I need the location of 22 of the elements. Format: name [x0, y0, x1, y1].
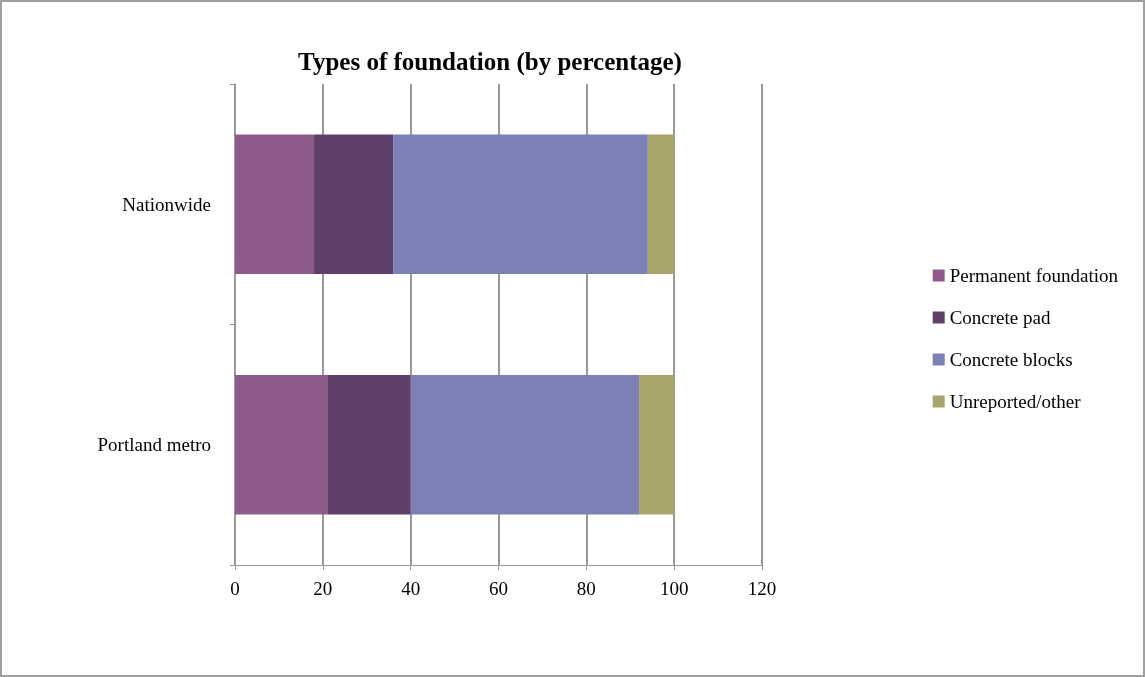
- x-tick-label: 120: [747, 578, 777, 599]
- legend-label: Unreported/other: [949, 391, 1082, 412]
- bar: [647, 134, 675, 274]
- bar: [639, 375, 675, 515]
- x-tick-label: 80: [576, 578, 596, 599]
- bar: [235, 134, 315, 274]
- x-tick-label: 0: [230, 578, 240, 599]
- x-tick-label: 100: [659, 578, 689, 599]
- bar: [393, 134, 648, 274]
- x-tick-label: 60: [489, 578, 508, 599]
- bar: [314, 134, 394, 274]
- bar: [235, 375, 328, 515]
- chart-title: Types of foundation (by percentage): [298, 48, 682, 76]
- bar: [410, 375, 640, 515]
- legend-label: Permanent foundation: [949, 265, 1119, 286]
- legend-label: Concrete pad: [949, 307, 1051, 328]
- bar: [327, 375, 411, 515]
- y-tick-label: Nationwide: [122, 193, 211, 215]
- x-tick-label: 40: [401, 578, 421, 599]
- y-tick-label: Portland metro: [97, 434, 211, 456]
- legend-label: Concrete blocks: [949, 349, 1073, 370]
- x-tick-label: 20: [313, 578, 333, 599]
